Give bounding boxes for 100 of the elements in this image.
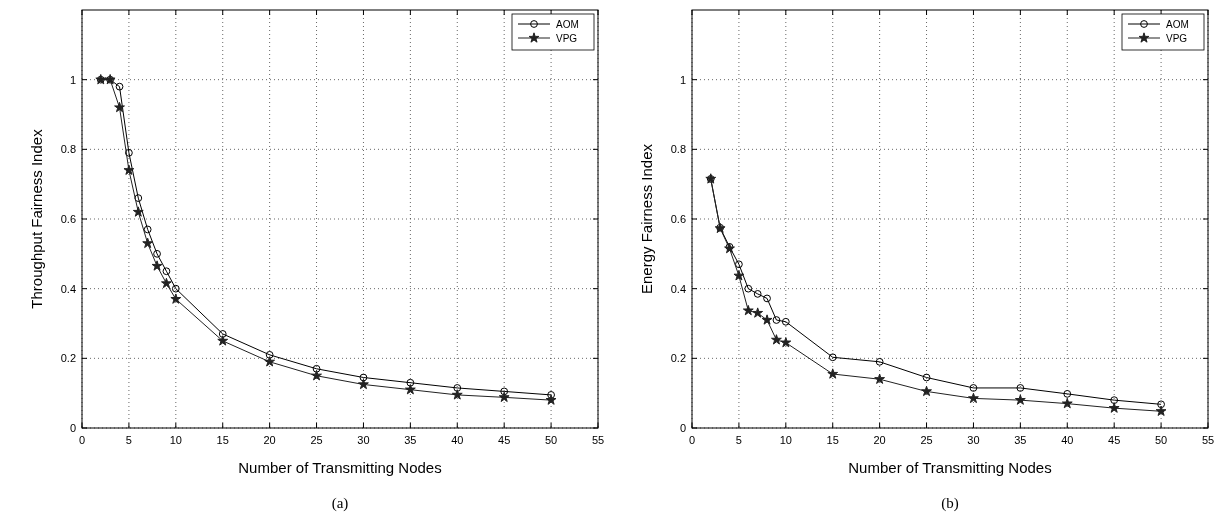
point [171,284,180,293]
y-tick-label: 0.6 [670,213,686,225]
x-tick-label: 25 [310,434,323,446]
point [752,307,764,318]
text: (a) [331,495,349,512]
point [1061,397,1073,409]
point [217,335,229,346]
y-tick-label: 1 [69,73,76,86]
point [742,304,754,316]
x-tick-label: 10 [169,434,182,446]
legend-label: AOM [556,19,579,30]
x-tick-label: 50 [544,434,558,446]
x-tick-label: 30 [967,434,980,446]
point [1108,402,1120,413]
point [1155,405,1167,416]
point [771,334,782,345]
y-tick-label: 0.8 [60,143,76,156]
x-tick-label: 55 [591,434,605,446]
y-tick-label: 0.8 [670,143,686,156]
point [170,293,182,304]
point [827,368,839,379]
point [125,148,133,157]
point [1110,396,1119,405]
x-tick-label: 55 [1201,434,1215,446]
x-tick-label: 45 [498,434,511,446]
point [162,267,171,276]
x-tick-label: 20 [873,434,886,446]
point [406,378,415,387]
point [828,353,837,362]
x-tick-label: 50 [1154,434,1168,446]
text: (b) [941,495,959,512]
point [922,373,931,382]
x-tick-label: 40 [451,434,464,446]
x-tick-label: 40 [1061,434,1074,446]
point [312,364,321,373]
point [311,370,322,381]
x-axis-title: Number of Transmitting Nodes [848,459,1052,476]
y-tick-label: 0 [69,422,76,434]
point [500,387,509,396]
y-tick-label: 0.6 [60,213,76,225]
point [545,394,557,405]
point [744,284,753,293]
legend-label: VPG [1166,33,1188,44]
point [114,101,125,113]
point [151,260,163,271]
point [134,194,143,202]
point [265,350,274,359]
point [498,391,510,403]
point [404,384,416,395]
point [358,378,369,390]
point [143,225,152,234]
point [1157,400,1165,409]
point [153,249,161,258]
point [780,336,792,348]
x-tick-label: 0 [78,434,86,446]
point [763,294,771,303]
y-tick-label: 0.4 [60,282,76,295]
y-tick-label: 0.2 [60,352,76,365]
legend-label: VPG [556,33,578,44]
point [733,270,745,281]
x-tick-label: 35 [1014,434,1027,446]
point [1016,384,1025,392]
x-tick-label: 10 [779,434,792,446]
point [142,237,154,249]
point [359,373,368,382]
x-tick-label: 5 [735,434,742,446]
point [1063,389,1072,398]
point [1014,394,1026,405]
point [132,206,144,217]
point [218,330,227,338]
y-axis-title: Throughput Fairness Index [28,128,45,309]
y-tick-label: 1 [679,73,686,86]
point [547,391,555,399]
point [921,385,932,397]
point [781,317,790,326]
x-axis-title: Number of Transmitting Nodes [238,459,442,476]
point [875,357,884,366]
point [753,290,762,298]
point [874,373,886,384]
x-tick-label: 15 [216,434,229,446]
x-tick-label: 15 [826,434,839,446]
y-tick-label: 0.2 [670,352,686,365]
x-tick-label: 20 [263,434,276,446]
point [735,260,743,269]
point [969,384,978,392]
x-tick-label: 45 [1108,434,1121,446]
point [451,389,463,400]
y-tick-label: 0 [679,422,686,434]
point [772,316,781,324]
point [264,356,276,367]
y-axis-title: Energy Fairness Index [638,143,655,295]
x-tick-label: 25 [920,434,933,446]
legend-label: AOM [1166,19,1189,30]
x-tick-label: 30 [357,434,370,446]
x-tick-label: 35 [404,434,417,446]
x-tick-label: 5 [125,434,132,446]
point [123,164,135,175]
x-tick-label: 0 [688,434,696,446]
point [761,314,773,325]
point [453,384,462,392]
